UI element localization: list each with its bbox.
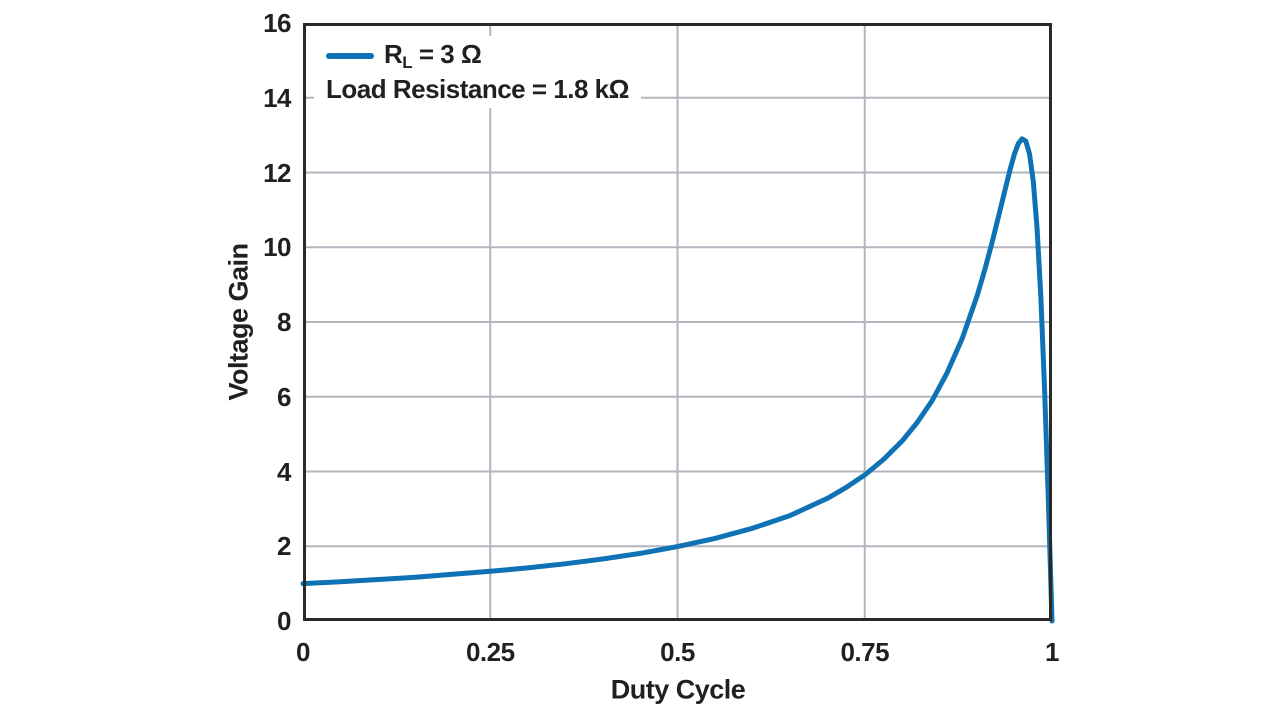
y-tick-label: 2 (277, 531, 291, 562)
plot-area: RL = 3 Ω Load Resistance = 1.8 kΩ (300, 23, 1055, 624)
legend: RL = 3 Ω Load Resistance = 1.8 kΩ (314, 36, 641, 108)
y-tick-label: 8 (277, 307, 291, 337)
plot-frame (303, 23, 1052, 621)
legend-entry-label: RL = 3 Ω (384, 39, 482, 72)
legend-entry: RL = 3 Ω (326, 39, 629, 72)
chart-plot-svg (300, 23, 1055, 624)
y-tick-label: 0 (277, 606, 291, 636)
y-tick-label: 12 (263, 157, 291, 188)
x-tick-label: 1 (1045, 637, 1059, 667)
y-axis-title: Voltage Gain (223, 243, 254, 401)
x-axis-title: Duty Cycle (610, 674, 746, 705)
legend-note: Load Resistance = 1.8 kΩ (326, 74, 629, 104)
y-tick-label: 6 (277, 381, 291, 412)
x-tick-label: 0.75 (840, 637, 890, 667)
y-tick-label: 16 (263, 8, 291, 38)
x-tick-label: 0 (296, 637, 310, 667)
legend-line-swatch (326, 53, 374, 59)
y-tick-label: 4 (277, 456, 291, 487)
series-curve (300, 136, 1055, 624)
x-tick-label: 0.5 (660, 637, 695, 667)
y-tick-label: 14 (263, 82, 291, 113)
x-tick-label: 0.25 (465, 637, 515, 667)
y-tick-label: 10 (263, 232, 291, 263)
